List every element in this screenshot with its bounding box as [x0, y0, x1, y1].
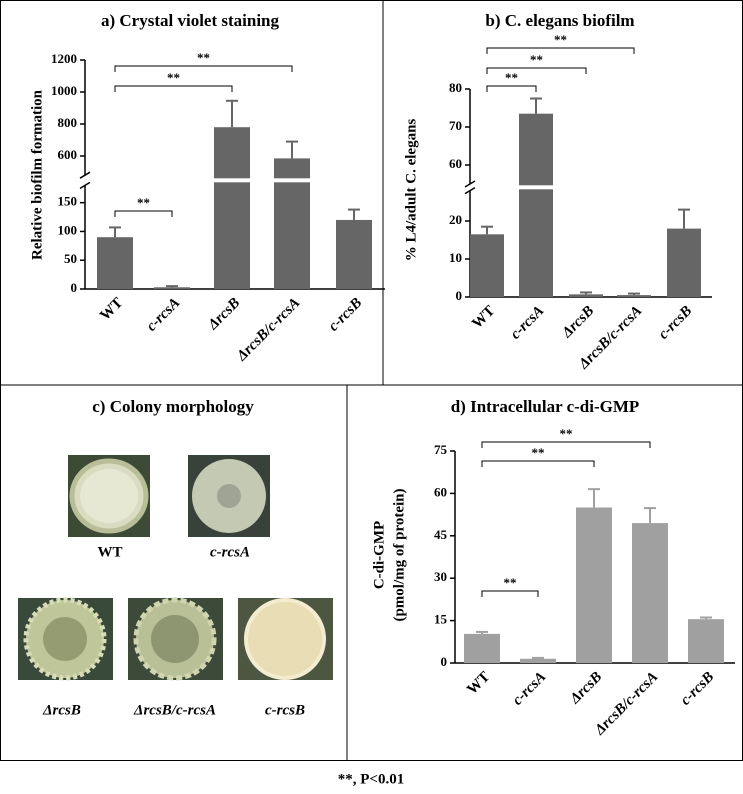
- axis-break: [79, 171, 91, 179]
- x-tick-label: ΔrcsB: [205, 295, 244, 334]
- y-tick-label: 50: [64, 251, 77, 266]
- x-tick-label: ΔrcsB: [567, 669, 606, 708]
- significance-label: **: [504, 575, 517, 590]
- bar-break: [273, 178, 311, 183]
- significance-label: **: [197, 50, 210, 65]
- bar: [336, 219, 372, 289]
- significance-bracket: [481, 441, 651, 448]
- y-tick-label: 100: [58, 222, 78, 237]
- significance-label: **: [530, 52, 543, 67]
- colony: [43, 617, 87, 661]
- y-axis-label: % L4/adult C. elegans: [403, 119, 419, 262]
- bar: [617, 295, 651, 297]
- y-tick-label: 600: [58, 147, 78, 162]
- bar: [688, 619, 724, 663]
- x-tick-label: ΔrcsB/c-rcsA: [233, 295, 303, 365]
- x-tick-label: c-rcsA: [144, 295, 184, 335]
- chart-title: b) C. elegans biofilm: [485, 11, 634, 30]
- y-axis-label: (pmol/mg of protein): [391, 488, 407, 621]
- y-tick-label: 800: [58, 115, 78, 130]
- x-tick-label: WT: [464, 669, 493, 698]
- significance-label: **: [532, 445, 545, 460]
- colony: [244, 598, 326, 680]
- x-tick-label: WT: [469, 303, 498, 332]
- y-tick-label: 70: [449, 118, 462, 133]
- bar: [470, 234, 504, 297]
- y-tick-label: 0: [456, 288, 463, 303]
- bar-break: [518, 185, 554, 190]
- y-tick-label: 80: [449, 80, 462, 95]
- colony-photos: [18, 455, 333, 681]
- bar: [576, 507, 612, 663]
- significance-label: **: [137, 195, 150, 210]
- bar-break: [213, 178, 251, 183]
- colony: [217, 484, 241, 508]
- y-tick-label: 1000: [51, 83, 77, 98]
- colony: [80, 469, 138, 523]
- y-tick-label: 20: [449, 212, 462, 227]
- y-tick-label: 150: [58, 194, 78, 209]
- significance-bracket: [481, 460, 595, 467]
- x-tick-label: ΔrcsB: [559, 303, 598, 342]
- significance-label: **: [167, 70, 180, 85]
- significance-bracket: [114, 85, 233, 92]
- y-tick-label: 1200: [51, 51, 77, 66]
- bar: [464, 633, 500, 663]
- axis-break: [464, 180, 476, 188]
- y-tick-label: 0: [441, 654, 448, 669]
- panel-title: c) Colony morphology: [92, 397, 254, 416]
- y-tick-label: 60: [434, 484, 447, 499]
- colony-label: c-rcsB: [265, 702, 305, 718]
- axis-break: [464, 186, 476, 195]
- bar: [520, 658, 556, 663]
- colony-label: WT: [97, 544, 122, 560]
- significance-bracket: [486, 85, 537, 92]
- axis-break: [79, 181, 91, 190]
- x-tick-label: c-rcsB: [656, 303, 696, 343]
- bar: [214, 127, 250, 289]
- colony: [151, 615, 199, 663]
- bar: [274, 158, 310, 289]
- colony-label: ΔrcsB/c-rcsA: [133, 702, 216, 718]
- significance-label: **: [560, 426, 573, 441]
- axis-break: [79, 175, 91, 186]
- bar: [667, 228, 701, 297]
- colony-label: ΔrcsB: [42, 702, 81, 718]
- y-axis-label: Relative biofilm formation: [29, 89, 45, 260]
- y-tick-label: 15: [434, 612, 448, 627]
- significance-bracket: [481, 590, 539, 597]
- x-tick-label: c-rcsA: [510, 669, 550, 709]
- significance-label: **: [554, 32, 567, 47]
- significance-bracket: [114, 210, 173, 217]
- bar: [632, 523, 668, 663]
- chart-title: d) Intracellular c-di-GMP: [451, 397, 640, 416]
- bar: [97, 237, 133, 289]
- x-tick-label: c-rcsA: [508, 303, 548, 343]
- chart-title: a) Crystal violet staining: [101, 11, 280, 30]
- y-tick-label: 10: [449, 250, 462, 265]
- colony-label: c-rcsA: [210, 544, 250, 560]
- y-tick-label: 30: [434, 569, 447, 584]
- footnote: **, P<0.01: [338, 771, 404, 787]
- significance-label: **: [505, 70, 518, 85]
- bar: [569, 294, 603, 297]
- x-tick-label: c-rcsB: [326, 295, 366, 335]
- significance-bracket: [486, 67, 587, 74]
- y-tick-label: 75: [434, 442, 448, 457]
- x-tick-label: WT: [97, 295, 126, 324]
- y-tick-label: 45: [434, 527, 448, 542]
- bar: [519, 113, 553, 297]
- y-axis-label: C-di-GMP: [371, 521, 387, 589]
- axis-break: [464, 184, 476, 191]
- y-tick-label: 0: [71, 280, 78, 295]
- bar: [154, 287, 190, 289]
- y-tick-label: 60: [449, 156, 462, 171]
- significance-bracket: [114, 65, 293, 72]
- x-tick-label: c-rcsB: [678, 669, 718, 709]
- significance-bracket: [486, 47, 635, 54]
